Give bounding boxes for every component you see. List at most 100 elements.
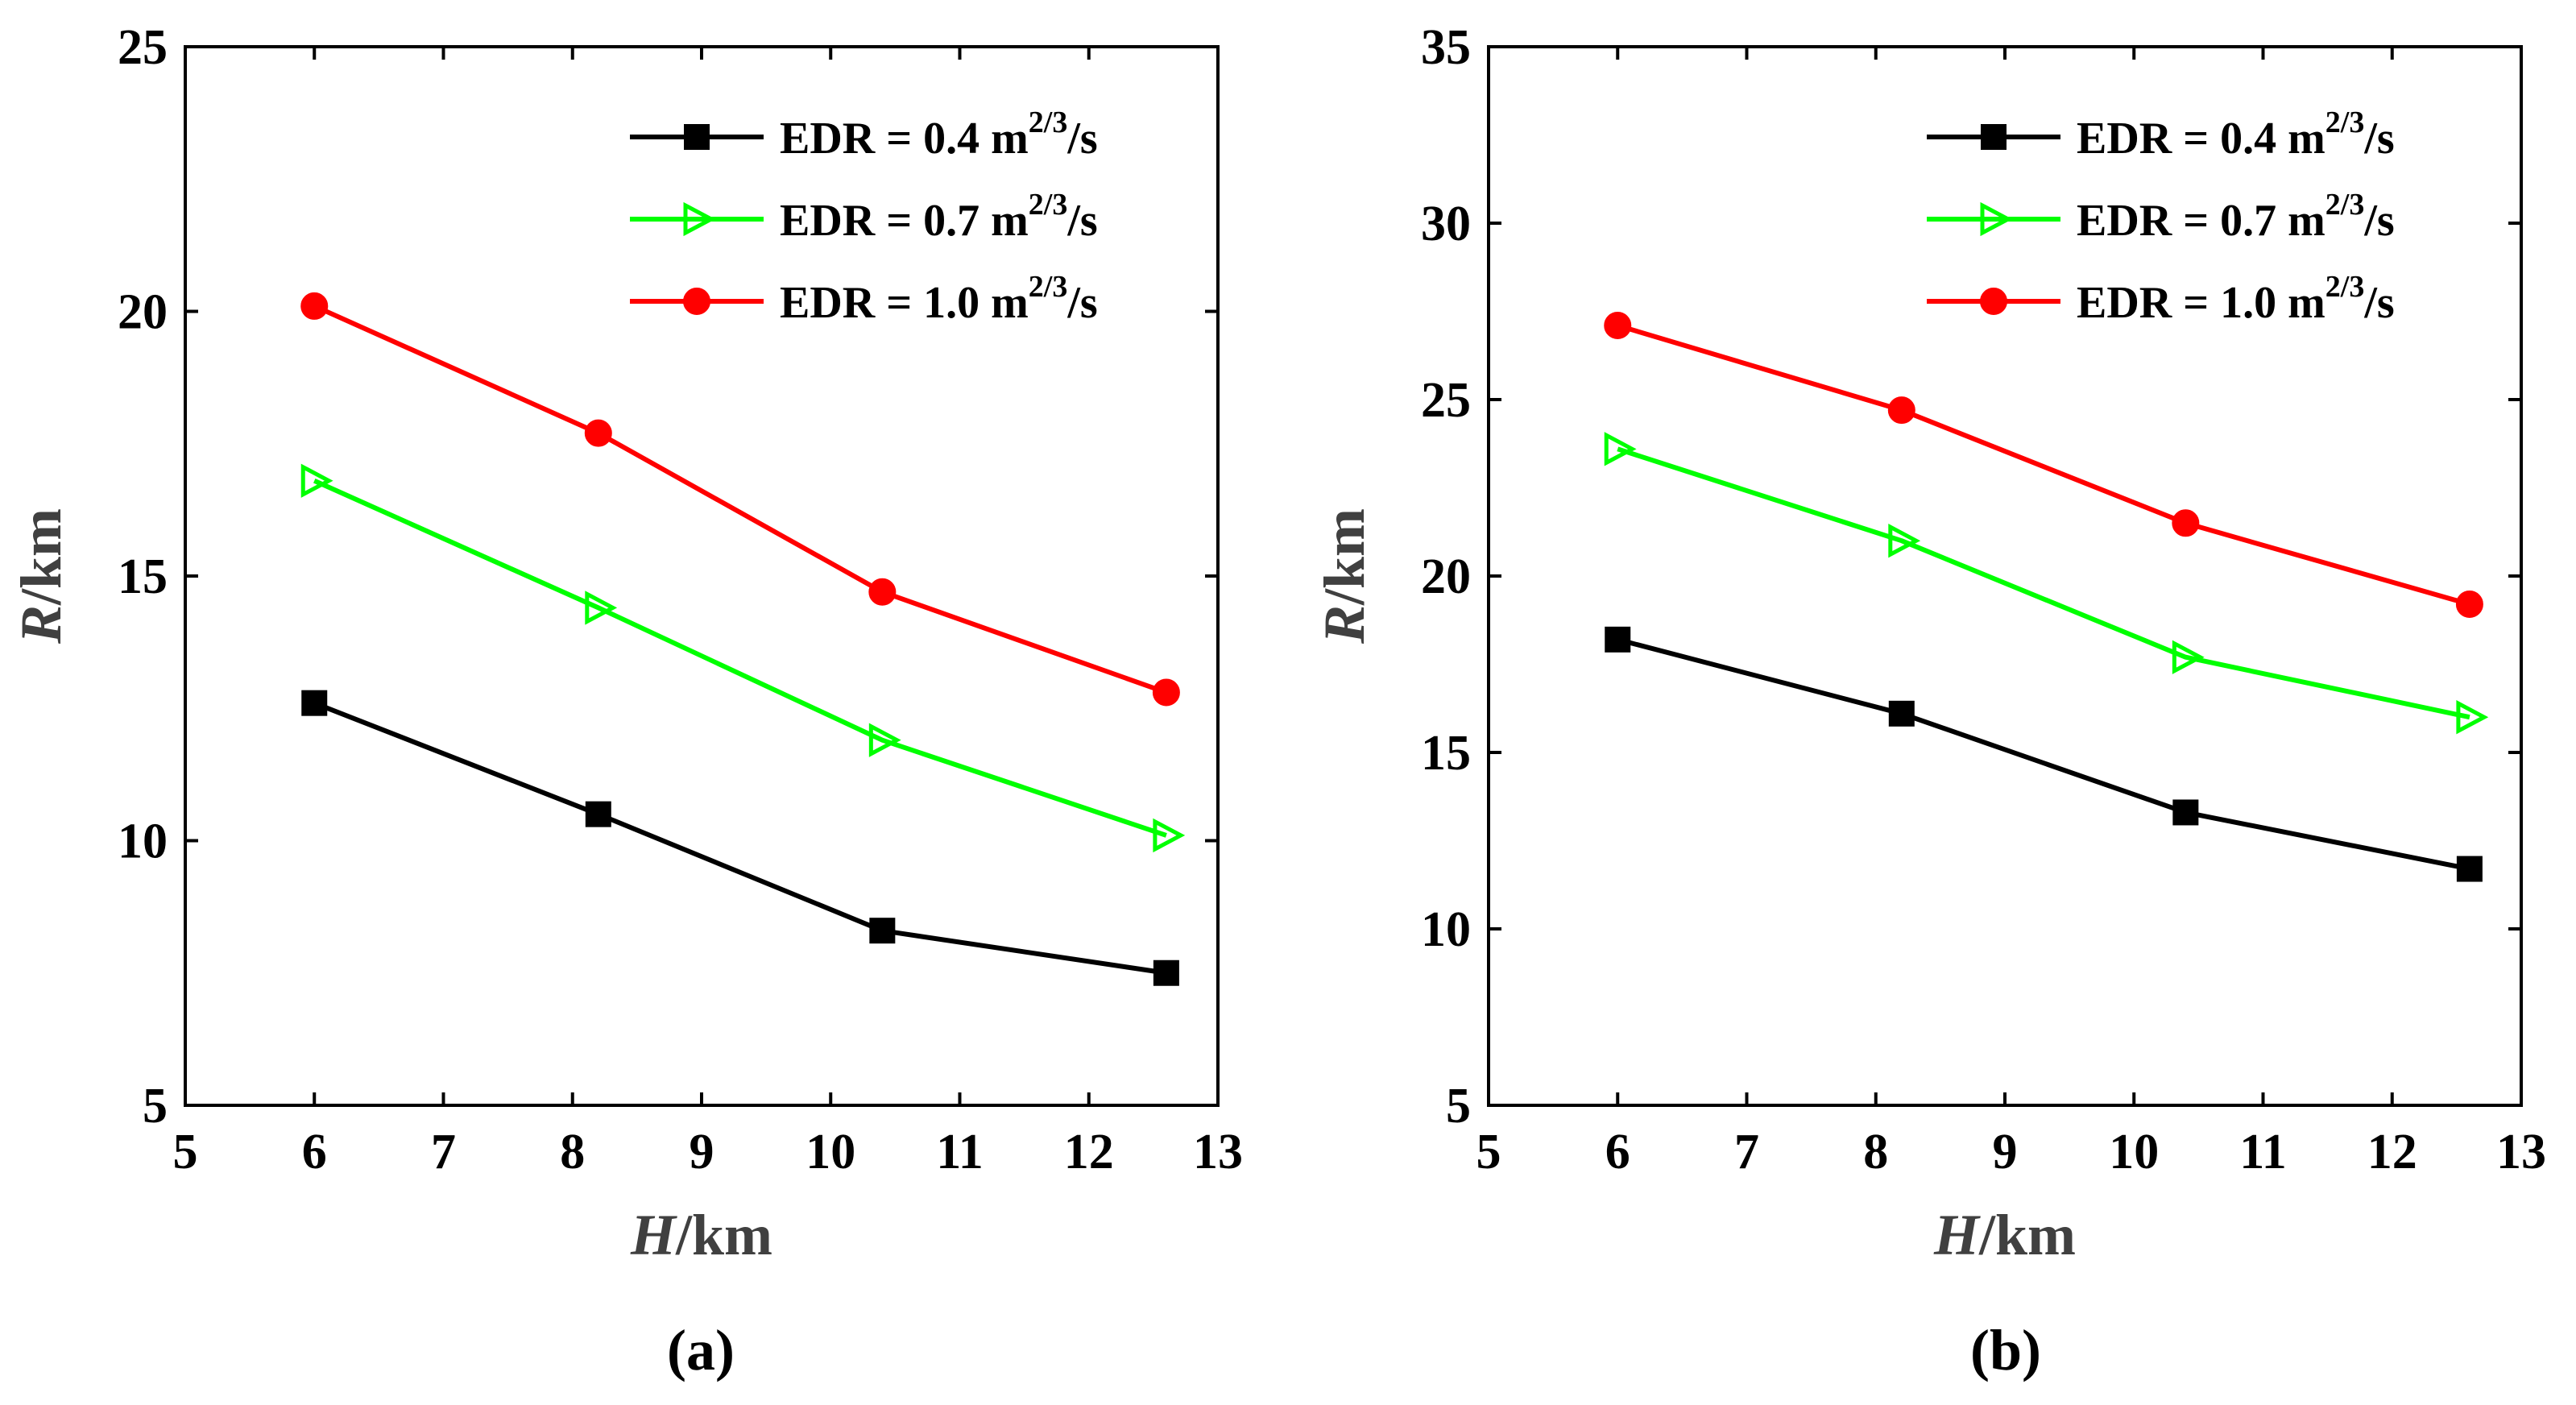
data-point <box>1888 524 1921 558</box>
legend-entry-1: EDR = 0.7 m2/3/s <box>630 188 1098 246</box>
x-tick-label: 5 <box>173 1125 198 1179</box>
y-tick-label: 25 <box>1421 373 1471 428</box>
data-point <box>584 419 612 447</box>
data-point <box>2172 640 2205 674</box>
legend-label-suffix: /s <box>1066 278 1097 328</box>
legend-entry-1: EDR = 0.7 m2/3/s <box>1927 188 2395 246</box>
y-tick-label: 15 <box>118 549 168 604</box>
data-point <box>868 578 897 606</box>
legend-marker <box>683 201 716 237</box>
data-point <box>301 690 328 716</box>
legend-marker <box>683 288 710 315</box>
legend-label: EDR = 0.4 m2/3/s <box>2077 106 2395 164</box>
data-point <box>1604 312 1632 340</box>
series-0 <box>301 690 1179 986</box>
legend-entry-2: EDR = 1.0 m2/3/s <box>630 270 1098 328</box>
series-line <box>313 479 1167 838</box>
data-point <box>868 723 901 757</box>
legend-marker <box>1980 201 2013 237</box>
y-axis-title-unit: /km <box>9 508 73 606</box>
x-axis-title-unit: /km <box>1978 1203 2076 1267</box>
legend-label-sup: 2/3 <box>2325 270 2365 304</box>
data-point <box>1604 432 1637 466</box>
x-axis-title: H/km <box>1933 1203 2076 1267</box>
data-point <box>2456 856 2483 882</box>
y-tick-label: 25 <box>118 20 168 75</box>
x-axis-title: H/km <box>630 1203 772 1267</box>
legend-label-suffix: /s <box>1066 114 1097 164</box>
legend-label-sup: 2/3 <box>2325 188 2365 222</box>
x-tick-label: 7 <box>1734 1125 1759 1179</box>
legend-label-sup: 2/3 <box>1029 188 1068 222</box>
y-axis-title: R/km <box>9 508 73 644</box>
data-point <box>2172 799 2199 826</box>
x-tick-label: 10 <box>806 1125 855 1179</box>
series-0 <box>1605 626 2483 882</box>
x-axis-title-variable: H <box>1933 1203 1981 1267</box>
series-1 <box>1604 432 2489 735</box>
legend-label: EDR = 1.0 m2/3/s <box>2077 270 2395 328</box>
data-point <box>585 591 618 625</box>
x-tick-label: 13 <box>2496 1125 2546 1179</box>
data-point <box>1887 396 1915 425</box>
data-point <box>2172 509 2200 537</box>
data-point <box>585 801 611 827</box>
y-tick-label: 5 <box>143 1079 168 1134</box>
legend-label-sup: 2/3 <box>1029 106 1068 139</box>
legend-entry-0: EDR = 0.4 m2/3/s <box>1927 106 2395 164</box>
data-point <box>1888 700 1915 727</box>
legend-label-prefix: EDR = 0.4 m <box>2077 114 2325 164</box>
data-point <box>2455 591 2483 619</box>
data-point <box>1153 818 1186 853</box>
y-tick-label: 5 <box>1446 1079 1471 1134</box>
legend-label-sup: 2/3 <box>1029 270 1068 304</box>
series-line <box>313 700 1167 976</box>
y-tick-label: 10 <box>118 814 168 869</box>
legend-marker <box>684 124 710 150</box>
x-tick-label: 12 <box>2367 1125 2417 1179</box>
series-1 <box>300 463 1186 853</box>
legend-marker <box>1981 124 2007 150</box>
legend-label-prefix: EDR = 0.7 m <box>2077 196 2325 246</box>
legend-label: EDR = 0.7 m2/3/s <box>780 188 1098 246</box>
x-tick-label: 11 <box>2239 1125 2287 1179</box>
series-line <box>1617 446 2470 720</box>
legend-label-suffix: /s <box>2363 278 2394 328</box>
y-axis-title-variable: R <box>1312 605 1377 644</box>
x-tick-label: 5 <box>1476 1125 1501 1179</box>
legend-label: EDR = 0.7 m2/3/s <box>2077 188 2395 246</box>
x-tick-label: 6 <box>1605 1125 1630 1179</box>
series-line <box>313 304 1167 695</box>
series-2 <box>1604 312 2483 619</box>
data-point <box>1152 678 1180 707</box>
series-line <box>1617 636 2470 872</box>
data-point <box>2456 700 2489 735</box>
legend-label: EDR = 1.0 m2/3/s <box>780 270 1098 328</box>
y-tick-label: 30 <box>1421 197 1471 251</box>
y-axis-title: R/km <box>1312 508 1377 644</box>
legend-label-prefix: EDR = 0.7 m <box>780 196 1029 246</box>
x-tick-label: 8 <box>1863 1125 1888 1179</box>
y-tick-label: 15 <box>1421 726 1471 781</box>
data-point <box>1153 959 1179 986</box>
legend-label-sup: 2/3 <box>2325 106 2365 139</box>
x-tick-label: 9 <box>1993 1125 2018 1179</box>
x-tick-label: 11 <box>936 1125 984 1179</box>
x-tick-label: 9 <box>690 1125 714 1179</box>
legend-label-suffix: /s <box>2363 196 2394 246</box>
y-tick-label: 10 <box>1421 902 1471 957</box>
legend-label-prefix: EDR = 1.0 m <box>780 278 1029 328</box>
y-tick-label: 20 <box>118 285 168 340</box>
y-tick-label: 20 <box>1421 549 1471 604</box>
x-axis-title-variable: H <box>630 1203 677 1267</box>
series-2 <box>300 292 1180 707</box>
panel-label: (b) <box>1970 1318 2041 1382</box>
x-tick-label: 12 <box>1064 1125 1114 1179</box>
data-point <box>300 292 329 320</box>
legend-label-prefix: EDR = 1.0 m <box>2077 278 2325 328</box>
data-point <box>1605 626 1631 653</box>
legend-label: EDR = 0.4 m2/3/s <box>780 106 1098 164</box>
y-axis-title-unit: /km <box>1312 508 1377 606</box>
